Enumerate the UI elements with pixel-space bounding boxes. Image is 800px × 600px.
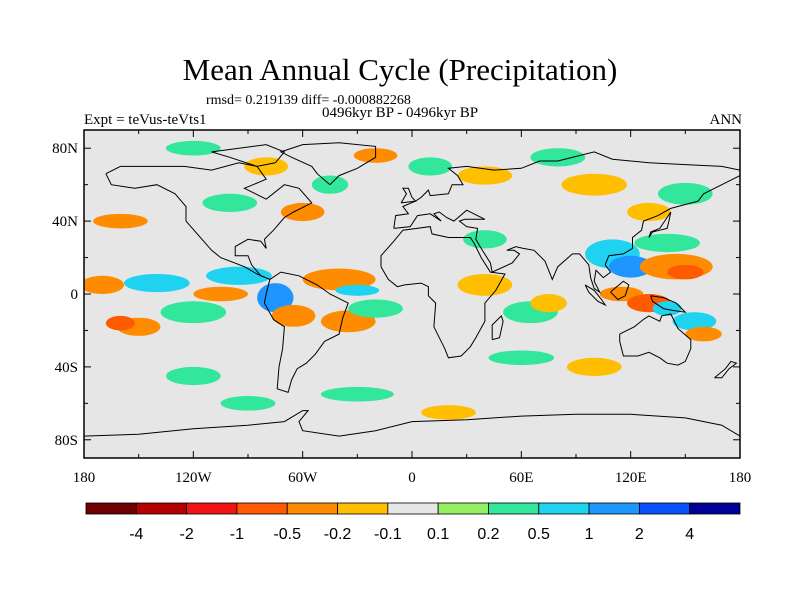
colorbar-box [638, 502, 691, 515]
anomaly-blob [166, 366, 221, 386]
anomaly-blob [634, 233, 700, 253]
anomaly-blob [105, 315, 136, 331]
colorbar-box [236, 502, 288, 515]
y-tick-label: 80N [52, 141, 78, 157]
anomaly-blob [627, 202, 671, 222]
anomaly-blob [206, 266, 272, 285]
anomaly-blob [160, 301, 227, 324]
colorbar-label: 2 [635, 526, 644, 543]
anomaly-blob [302, 268, 376, 291]
period-label: 0496kyr BP - 0496kyr BP [321, 105, 479, 121]
colorbar-label: 4 [685, 526, 694, 543]
colorbar-label: -4 [129, 526, 143, 543]
coastline [211, 144, 286, 167]
y-axis: 80N 40N 0 40S 80S [52, 141, 740, 449]
coastline [619, 313, 692, 366]
colorbar-label: 0.5 [528, 526, 550, 543]
anomaly-blob [488, 350, 555, 366]
y-tick-label: 80S [55, 433, 78, 449]
anomaly-blob [667, 264, 704, 280]
coastline [380, 226, 506, 359]
y-tick-label: 40N [52, 214, 78, 230]
colorbar-box [85, 502, 137, 515]
coastlines [84, 142, 740, 437]
coastline [650, 295, 687, 313]
colorbar-box [437, 502, 489, 515]
colorbar-box [488, 502, 540, 515]
anomaly-blob [561, 173, 628, 196]
anomaly-blob [685, 326, 722, 342]
x-tick-label: 60W [288, 470, 318, 486]
anomaly-blob [348, 299, 403, 318]
x-tick-label: 0 [408, 470, 416, 486]
anomaly-blob [457, 166, 513, 185]
coastline [491, 314, 504, 341]
coastline [263, 271, 349, 394]
coastline [279, 142, 377, 186]
x-tick-label: 120E [615, 470, 647, 486]
coastline [610, 280, 630, 301]
coastline [105, 162, 313, 280]
colorbar-label: 0.1 [427, 526, 449, 543]
anomaly-blob [652, 301, 682, 316]
colorbar-box [135, 502, 188, 515]
anomaly-blob [457, 273, 513, 296]
colorbar-label: -0.1 [374, 526, 402, 543]
anomaly-blob [608, 255, 653, 278]
x-tick-label: 120W [175, 470, 213, 486]
anomaly-blob [320, 386, 394, 402]
experiment-label: Expt = teVus-teVts1 [84, 112, 207, 128]
stats-text: rmsd= 0.219139 diff= -0.000882268 [206, 93, 411, 108]
anomaly-blob [220, 396, 276, 411]
anomaly-blob [84, 275, 125, 294]
anomaly-blob [257, 283, 294, 313]
coastline [393, 151, 740, 294]
anomaly-blob [93, 213, 148, 229]
anomaly-blob [202, 193, 258, 212]
anomaly-blob [244, 157, 289, 176]
y-tick-label: 40S [55, 360, 78, 376]
colorbar-label: -0.2 [324, 526, 352, 543]
anomaly-blob [421, 405, 476, 420]
chart-title: Mean Annual Cycle (Precipitation) [182, 52, 618, 87]
anomaly-blob [166, 140, 221, 156]
anomaly-blob [280, 202, 325, 222]
anomaly-blob [530, 294, 567, 313]
colorbar-label: 0.2 [477, 526, 499, 543]
colorbar-box [538, 502, 590, 515]
coastline [714, 360, 738, 379]
colorbar-label: -1 [230, 526, 244, 543]
x-tick-label: 180 [73, 470, 96, 486]
anomaly-blob [124, 273, 190, 293]
season-label: ANN [709, 112, 743, 128]
anomaly-blob [193, 286, 249, 302]
anomaly-blob [335, 284, 380, 296]
colorbar-label: 1 [585, 526, 594, 543]
colorbar-box [337, 502, 389, 515]
anomaly-field [84, 140, 722, 420]
anomaly-blob [463, 230, 507, 249]
colorbar-box [387, 502, 439, 515]
coastline [400, 187, 417, 204]
colorbar-box [186, 502, 238, 515]
colorbar: -4 -2 -1 -0.5 -0.2 -0.1 0.1 0.2 0.5 1 2 4 [85, 502, 741, 543]
y-tick-label: 0 [71, 287, 79, 303]
coastline [584, 284, 607, 307]
anomaly-blob [408, 157, 453, 176]
colorbar-box [689, 502, 741, 515]
coastline [84, 410, 740, 437]
anomaly-blob [530, 148, 586, 167]
colorbar-box [588, 502, 640, 515]
anomaly-blob [271, 304, 316, 327]
anomaly-blob [566, 357, 622, 376]
colorbar-box [286, 502, 338, 515]
anomaly-blob [672, 312, 717, 331]
x-tick-label: 60E [509, 470, 533, 486]
x-tick-label: 180 [729, 470, 752, 486]
x-axis: 180 120W 60W 0 60E 120E 180 [73, 130, 752, 486]
colorbar-label: -0.5 [273, 526, 301, 543]
coastline [648, 211, 672, 238]
colorbar-label: -2 [179, 526, 193, 543]
